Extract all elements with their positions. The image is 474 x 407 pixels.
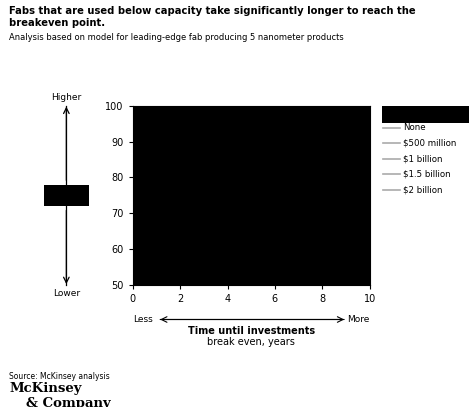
Text: Less: Less [133,315,153,324]
Text: $1 billion: $1 billion [403,154,442,163]
Text: Lower: Lower [53,289,80,298]
Text: McKinsey: McKinsey [9,382,82,395]
Text: Source: McKinsey analysis: Source: McKinsey analysis [9,372,110,381]
Text: & Company: & Company [26,397,111,407]
Text: $2 billion: $2 billion [403,185,442,194]
Text: Time until investments: Time until investments [188,326,315,336]
Text: break even, years: break even, years [207,337,295,347]
Text: $1.5 billion: $1.5 billion [403,170,450,179]
Text: $500 million: $500 million [403,139,456,148]
Text: breakeven point.: breakeven point. [9,18,106,28]
Text: Analysis based on model for leading-edge fab producing 5 nanometer products: Analysis based on model for leading-edge… [9,33,344,42]
Text: Fabs that are used below capacity take significantly longer to reach the: Fabs that are used below capacity take s… [9,6,416,16]
Text: More: More [347,315,370,324]
Text: Higher: Higher [51,93,82,102]
Text: None: None [403,123,426,132]
